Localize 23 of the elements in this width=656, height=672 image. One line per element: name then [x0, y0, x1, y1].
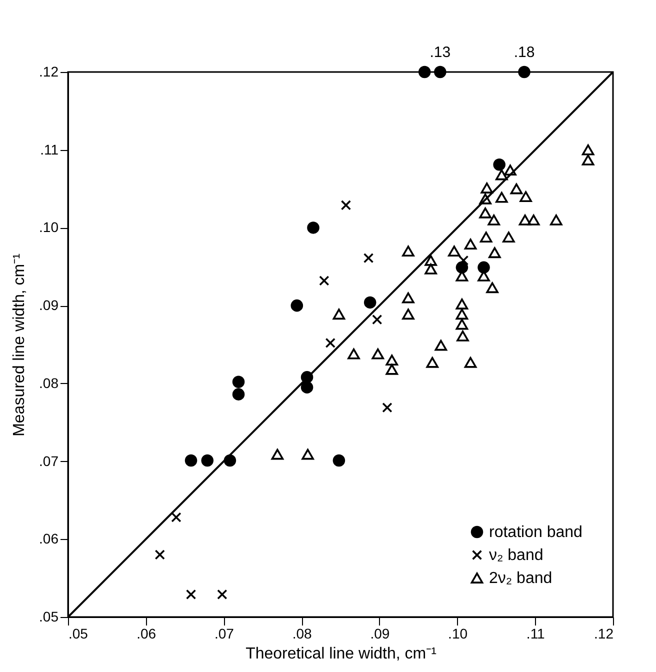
x-tick-label: .09	[370, 626, 390, 642]
y-tick-label: .12	[39, 64, 59, 80]
annotation: .18	[514, 44, 535, 61]
x-tick-label: .11	[526, 626, 546, 642]
x-tick-label: .05	[68, 626, 88, 642]
legend-label: 2ν₂ band	[489, 570, 552, 587]
x-tick-label: .10	[448, 626, 468, 642]
y-tick-label: .11	[40, 141, 59, 158]
x-tick-label: .07	[214, 626, 234, 642]
annotation: .13	[430, 44, 451, 61]
x-tick-label: .08	[292, 626, 312, 642]
y-tick-label: .09	[39, 297, 59, 314]
x-axis-title: Theoretical line width, cm⁻¹	[246, 646, 436, 662]
y-tick-label: .08	[39, 374, 59, 391]
legend-label: rotation band	[489, 524, 582, 541]
y-tick-label: .06	[39, 530, 59, 547]
legend-label: ν₂ band	[489, 547, 544, 564]
x-tick-label: .06	[136, 626, 156, 642]
y-tick-label: .07	[39, 452, 59, 469]
y-tick-label: .10	[39, 219, 59, 236]
x-tick-label: .12	[594, 626, 614, 642]
y-axis-title: Measured line width, cm⁻¹	[11, 254, 28, 436]
y-tick-label: .05	[39, 608, 59, 624]
